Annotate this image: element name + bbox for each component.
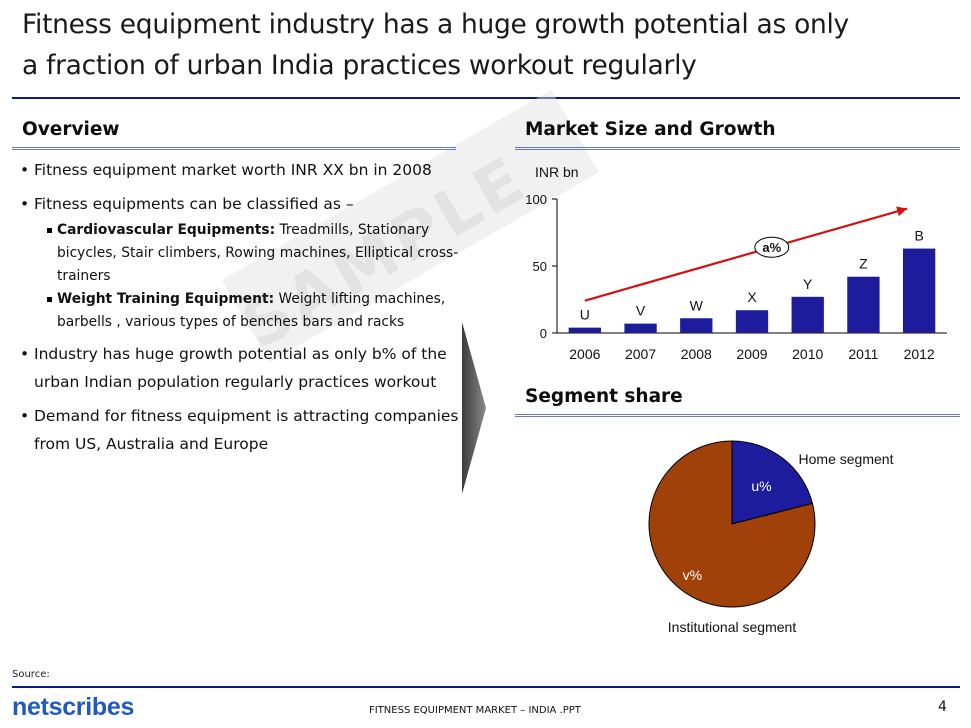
x-tick-label: 2006 [569,346,600,362]
y-axis-unit-label: INR bn [535,164,579,180]
market-divider [515,147,960,150]
x-tick-label: 2008 [681,346,712,362]
title-line-2: a fraction of urban India practices work… [22,50,697,81]
bar-2007 [624,323,657,333]
x-tick-label: 2012 [904,346,935,362]
flow-arrow [462,322,486,494]
footer-divider [12,686,960,688]
bar-2010 [791,296,824,333]
x-tick-label: 2007 [625,346,656,362]
bar-data-label: X [747,289,757,305]
segment-pie-chart: u% v% Home segment Institutional segment [648,440,894,635]
bar-data-label: B [914,228,923,244]
bar-data-label: Y [803,276,813,292]
page-number: 4 [938,699,947,715]
y-tick-label: 0 [540,326,547,341]
overview-heading: Overview [22,119,120,140]
cagr-label: a% [762,240,781,255]
title-line-1: Fitness equipment industry has a huge gr… [22,9,849,40]
slide-title: Fitness equipment industry has a huge gr… [22,4,957,86]
bar-data-label: U [580,307,590,323]
x-tick-label: 2010 [792,346,823,362]
bar-data-label: W [690,297,704,313]
bullet-demand: • Demand for fitness equipment is attract… [20,407,459,453]
pie-category-label: Institutional segment [668,619,797,635]
overview-bullets: • Fitness equipment market worth INR XX b… [20,156,465,464]
pie-value-label: u% [751,478,771,494]
bar-2009 [735,310,769,333]
growth-arrow-line [584,207,908,302]
overview-divider [12,147,456,150]
bullet-classification: • Fitness equipments can be classified as… [20,195,354,213]
x-tick-label: 2011 [848,346,878,362]
bullet-market-worth: • Fitness equipment market worth INR XX b… [20,161,432,179]
pie-value-label: v% [683,567,702,583]
pie-slice-1 [648,440,816,608]
netscribes-logo: netscribes [12,693,135,721]
segment-heading: Segment share [525,386,683,407]
bar-2012 [902,248,936,333]
sub-bullet-weight: Weight Training Equipment: Weight liftin… [20,288,465,334]
bullet-growth-potential: • Industry has huge growth potential as o… [20,345,447,391]
pie-slice-0 [731,440,814,525]
cagr-bubble [754,236,790,258]
y-tick-label: 50 [533,259,547,274]
source-label: Source: [12,669,50,680]
segment-divider [515,414,960,417]
bar-2011 [847,276,880,333]
market-bar-chart: INR bn 0 50 100 U 2006 V 2007 W 2008 X 2009 Y 2010 Z 20… [525,164,947,362]
bar-2008 [680,318,713,333]
footer-document-title: FITNESS EQUIPMENT MARKET – INDIA .PPT [369,705,581,716]
bar-2006 [568,327,602,333]
market-heading: Market Size and Growth [525,119,776,140]
y-tick-label: 100 [525,192,547,207]
growth-arrow-head [896,206,908,217]
title-divider [12,97,960,99]
sub-bullet-cardio: Cardiovascular Equipments: Treadmills, S… [20,219,465,288]
x-tick-label: 2009 [736,346,767,362]
bar-data-label: V [636,303,646,319]
pie-category-label: Home segment [799,451,894,467]
bar-data-label: Z [859,256,868,272]
